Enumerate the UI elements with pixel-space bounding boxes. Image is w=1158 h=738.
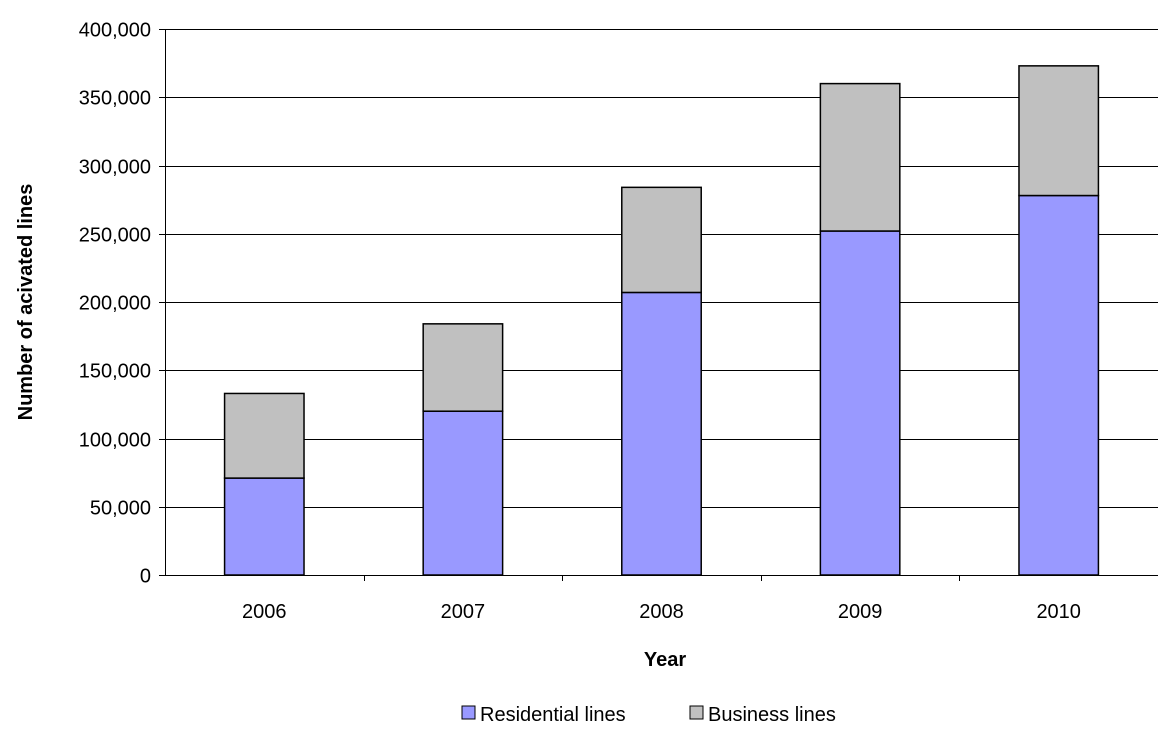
x-axis-title: Year bbox=[644, 649, 686, 671]
axes bbox=[159, 29, 1158, 581]
x-tick-label: 2007 bbox=[441, 601, 486, 623]
legend-swatch bbox=[461, 705, 476, 720]
bar-business-lines-2007 bbox=[422, 323, 504, 412]
y-tick-labels: 0 50,000 100,000 150,000 200,000 250,000 300,0… bbox=[79, 20, 151, 588]
y-tick-label: 400,000 bbox=[79, 20, 151, 42]
bar-business-lines-2008 bbox=[621, 186, 702, 294]
y-axis-title: Number of acivated lines bbox=[15, 184, 37, 421]
bars bbox=[223, 65, 1100, 576]
bar-business-lines-2010 bbox=[1018, 65, 1100, 197]
y-tick-label: 0 bbox=[140, 566, 151, 588]
y-tick-label: 150,000 bbox=[79, 361, 151, 383]
bar-residential-lines-2010 bbox=[1018, 194, 1100, 576]
bar-business-lines-2006 bbox=[223, 392, 305, 479]
y-tick-label: 200,000 bbox=[79, 293, 151, 315]
bar-residential-lines-2006 bbox=[223, 477, 305, 576]
y-tick-label: 50,000 bbox=[90, 498, 151, 520]
bar-residential-lines-2007 bbox=[422, 410, 504, 576]
bar-residential-lines-2008 bbox=[621, 291, 702, 576]
x-tick-labels: 2006 2007 2008 2009 2010 bbox=[242, 601, 1081, 623]
legend: Residential lines Business lines bbox=[461, 704, 836, 726]
x-tick-label: 2006 bbox=[242, 601, 287, 623]
legend-label: Residential lines bbox=[480, 704, 626, 726]
y-tick-label: 350,000 bbox=[79, 88, 151, 110]
y-tick-label: 100,000 bbox=[79, 430, 151, 452]
x-tick-label: 2008 bbox=[639, 601, 684, 623]
bar-residential-lines-2009 bbox=[819, 230, 901, 576]
legend-swatch bbox=[689, 705, 704, 720]
bar-business-lines-2009 bbox=[819, 82, 901, 232]
x-tick-label: 2010 bbox=[1036, 601, 1081, 623]
y-tick-label: 300,000 bbox=[79, 157, 151, 179]
y-tick-label: 250,000 bbox=[79, 225, 151, 247]
legend-label: Business lines bbox=[708, 704, 836, 726]
x-tick-label: 2009 bbox=[838, 601, 883, 623]
